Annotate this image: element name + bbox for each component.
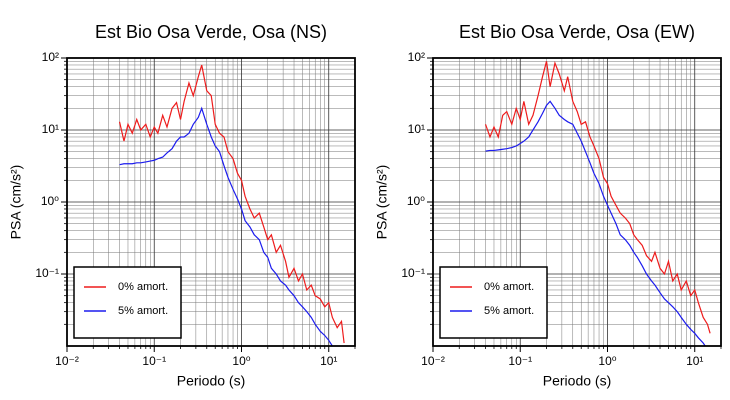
- panel: Est Bio Osa Verde, Osa (NS) Periodo (s) PS…: [8, 22, 356, 389]
- x-tick-label: 10⁻²: [55, 354, 79, 368]
- chart-title: Est Bio Osa Verde, Osa (NS): [95, 22, 327, 42]
- legend-label: 5% amort.: [484, 305, 534, 317]
- y-tick-label: 10¹: [42, 122, 59, 136]
- y-tick-label: 10²: [408, 50, 425, 64]
- x-axis-label: Periodo (s): [177, 373, 245, 389]
- y-tick-label: 10¹: [408, 122, 425, 136]
- legend-label: 5% amort.: [118, 305, 168, 317]
- x-tick-label: 10¹: [686, 354, 703, 368]
- y-tick-label: 10⁰: [41, 194, 59, 208]
- y-axis-label: PSA (cm/s²): [8, 165, 24, 240]
- y-tick-label: 10⁰: [407, 194, 425, 208]
- x-tick-label: 10⁻¹: [142, 354, 166, 368]
- legend-label: 0% amort.: [484, 281, 534, 293]
- plot-frame: [432, 57, 722, 347]
- x-tick-label: 10⁻¹: [508, 354, 532, 368]
- series-line: [118, 64, 345, 344]
- x-tick-label: 10⁰: [598, 354, 616, 368]
- y-tick-label: 10⁻¹: [35, 266, 59, 280]
- x-tick-label: 10⁻²: [421, 354, 445, 368]
- x-axis-label: Periodo (s): [543, 373, 611, 389]
- series-line: [485, 100, 706, 346]
- y-axis-label: PSA (cm/s²): [374, 165, 390, 240]
- y-tick-label: 10⁻¹: [401, 266, 425, 280]
- series-line: [484, 60, 711, 334]
- x-tick-label: 10¹: [320, 354, 337, 368]
- legend-box: [439, 266, 548, 339]
- legend-box: [73, 266, 182, 339]
- panel: Est Bio Osa Verde, Osa (EW) Periodo (s) PS…: [374, 22, 722, 389]
- chart-title: Est Bio Osa Verde, Osa (EW): [459, 22, 695, 42]
- plot-frame: [66, 57, 356, 347]
- y-tick-label: 10²: [42, 50, 59, 64]
- series-line: [119, 106, 334, 346]
- legend-label: 0% amort.: [118, 281, 168, 293]
- x-tick-label: 10⁰: [232, 354, 250, 368]
